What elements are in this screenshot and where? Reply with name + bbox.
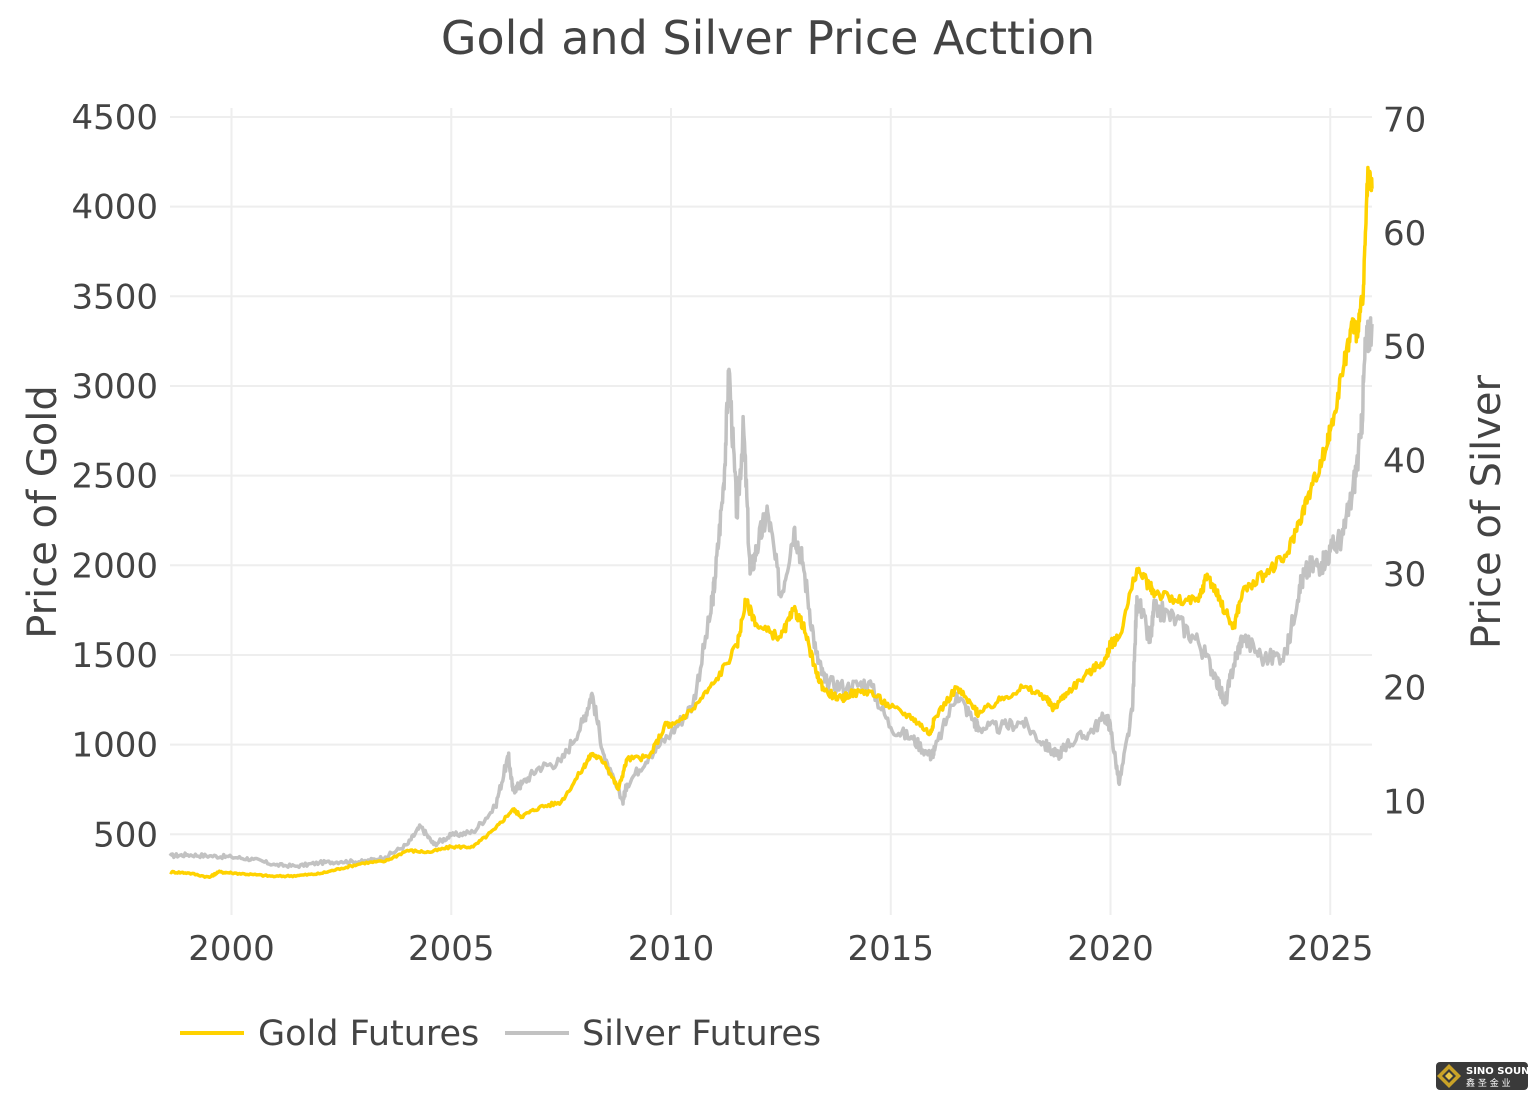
y2-tick-label: 40 [1383,441,1426,481]
gold-futures-line [169,165,1374,880]
x-tick-label: 2005 [408,929,495,969]
x-tick-label: 2025 [1287,929,1374,969]
x-tick-label: 2020 [1067,929,1154,969]
y2-tick-label: 60 [1383,214,1426,254]
y-tick-label: 2000 [71,546,158,586]
y2-tick-label: 10 [1383,782,1426,822]
watermark-badge [1436,1062,1528,1090]
x-tick-label: 2000 [188,929,275,969]
y-axis-title: Price of Gold [20,385,66,639]
y2-tick-label: 20 [1383,669,1426,709]
x-axis-ticks: 2000 2005 2010 2015 2020 2025 [188,929,1373,969]
y-tick-label: 3500 [71,277,158,317]
x-tick-label: 2015 [847,929,934,969]
x-gridlines [230,108,1332,915]
y-tick-label: 2500 [71,457,158,497]
series-layer [168,165,1374,880]
y-gridlines [170,115,1372,836]
y-tick-label: 4000 [71,188,158,228]
y2-tick-label: 30 [1383,555,1426,595]
y-tick-label: 500 [93,815,158,855]
diamond-logo-icon [1437,1064,1461,1088]
watermark: SINO SOUND 鑫 圣 金 业 [1436,1062,1536,1090]
y-tick-label: 1000 [71,726,158,766]
legend-label-gold-futures: Gold Futures [258,1014,479,1054]
legend: Gold Futures Silver Futures [180,1014,821,1054]
chart-title: Gold and Silver Price Acttion [441,11,1095,65]
y-tick-label: 1500 [71,636,158,676]
y-tick-label: 4500 [71,98,158,138]
y-axis-ticks: 500 1000 1500 2000 2500 3000 3500 4000 4500 [71,98,158,855]
legend-label-silver-futures: Silver Futures [582,1014,821,1054]
y2-axis-ticks: 10 20 30 40 50 60 70 [1383,100,1426,822]
y2-tick-label: 50 [1383,328,1426,368]
y-tick-label: 3000 [71,367,158,407]
watermark-top-text: SINO SOUND [1466,1066,1536,1077]
y2-tick-label: 70 [1383,100,1426,140]
y2-axis-title: Price of Silver [1464,374,1510,648]
x-tick-label: 2010 [628,929,715,969]
watermark-bottom-text: 鑫 圣 金 业 [1466,1077,1511,1089]
silver-futures-line [168,316,1374,870]
